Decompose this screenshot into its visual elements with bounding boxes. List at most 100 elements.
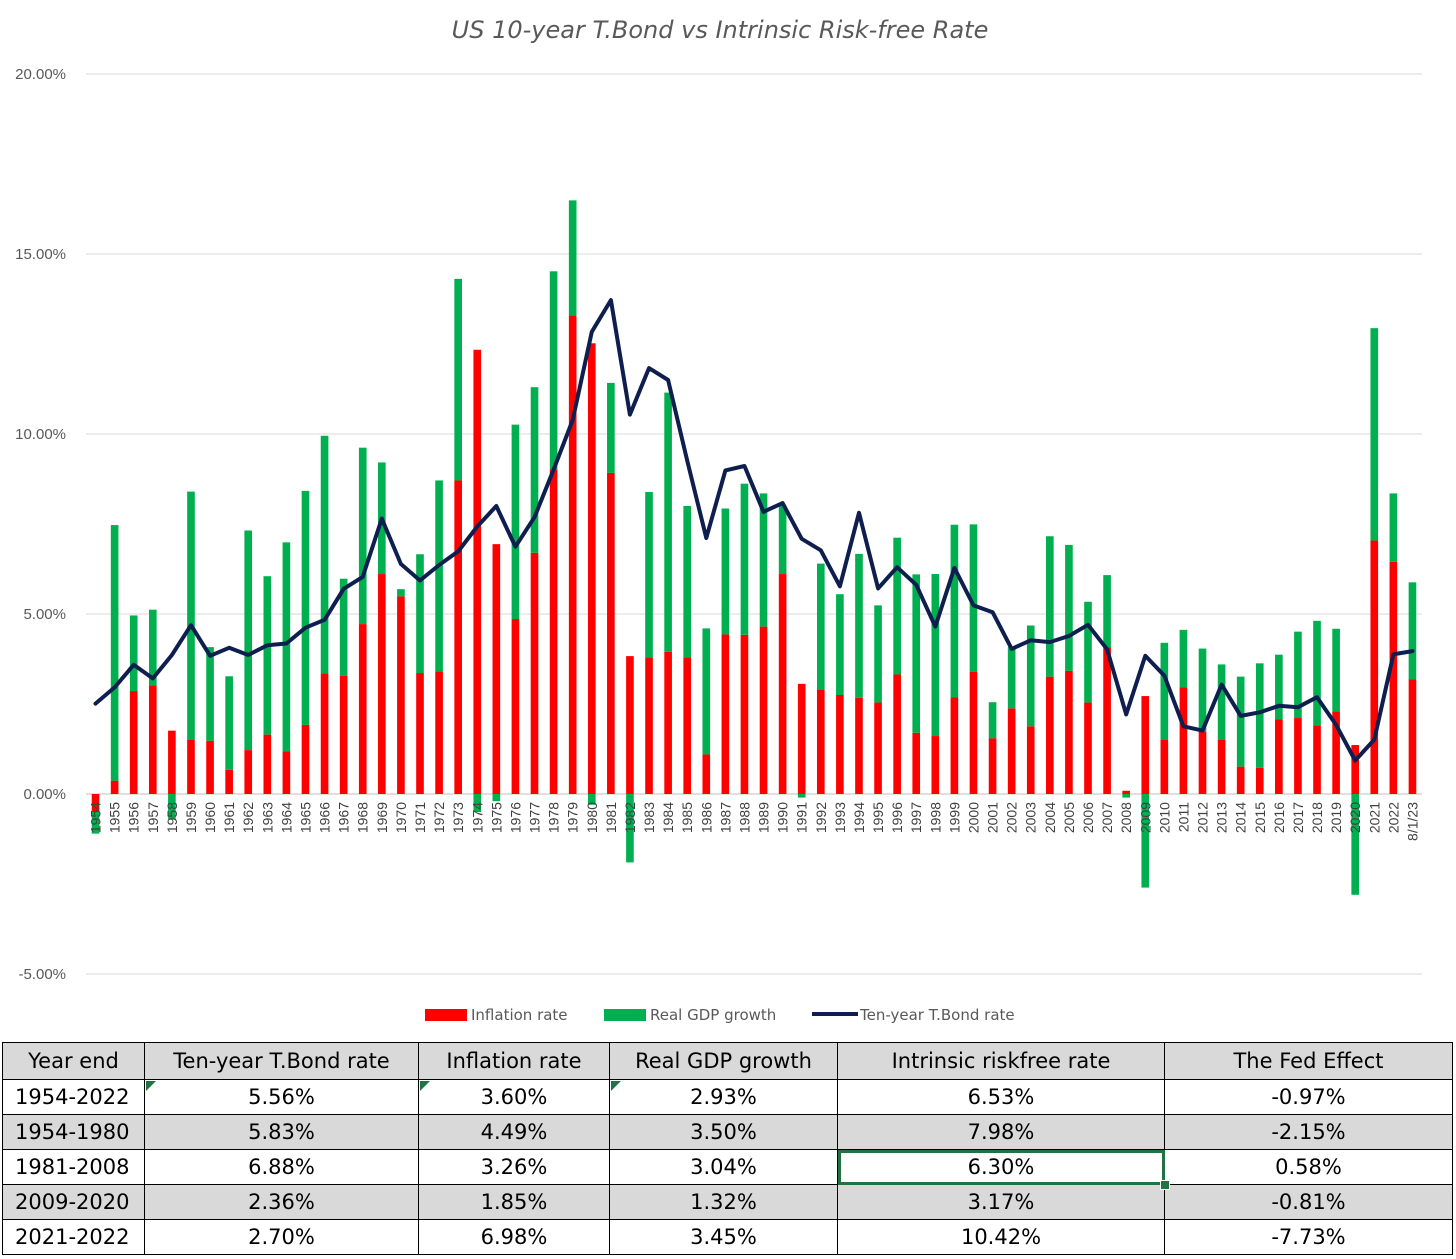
cell-period[interactable]: 1954-1980 [2, 1114, 145, 1150]
cell-gdp[interactable]: 2.93% [609, 1079, 838, 1115]
bar-inflation-62 [1275, 719, 1283, 794]
bar-inflation-23 [530, 552, 539, 794]
tbond-point-19 [456, 549, 460, 553]
tbond-point-12 [323, 618, 327, 622]
bar-inflation-19 [454, 480, 462, 794]
tbond-point-3 [151, 676, 155, 680]
cell-inflation[interactable]: 3.26% [418, 1149, 610, 1185]
x-tick-label: 1957 [145, 802, 161, 833]
bar-gdp-41 [874, 605, 882, 703]
cell-fed-effect[interactable]: -0.81% [1164, 1184, 1453, 1220]
bar-inflation-5 [187, 740, 195, 794]
tbond-point-40 [857, 511, 861, 515]
cell-gdp[interactable]: 3.50% [609, 1114, 838, 1150]
bar-inflation-6 [206, 740, 214, 794]
x-tick-label: 2018 [1309, 802, 1325, 833]
bar-inflation-20 [473, 349, 482, 794]
x-tick-label: 1989 [756, 802, 772, 833]
bar-inflation-22 [511, 619, 520, 794]
x-tick-label: 1977 [527, 802, 543, 833]
bar-gdp-57 [1179, 629, 1188, 688]
cell-gdp[interactable]: 3.45% [609, 1219, 838, 1255]
tbond-point-46 [971, 603, 975, 607]
x-tick-label: 1961 [221, 802, 237, 833]
x-tick-label: 1966 [317, 802, 333, 833]
stacked-bar-line-chart: US 10-year T.Bond vs Intrinsic Risk-free… [15, 16, 1422, 1024]
bar-gdp-58 [1198, 648, 1207, 732]
y-tick-label: 20.00% [15, 66, 66, 83]
x-tick-label: 2002 [1004, 802, 1020, 833]
tbond-point-51 [1067, 634, 1071, 638]
header-real-gdp-growth[interactable]: Real GDP growth [609, 1042, 838, 1080]
header-year-end[interactable]: Year end [2, 1042, 145, 1080]
bar-gdp-38 [816, 563, 825, 690]
bar-gdp-32 [702, 628, 711, 755]
tbond-point-60 [1239, 714, 1243, 718]
cell-gdp[interactable]: 3.04% [609, 1149, 838, 1185]
cell-fed-effect[interactable]: -0.97% [1164, 1079, 1453, 1115]
cell-inflation[interactable]: 3.60% [418, 1079, 610, 1115]
x-tick-label: 1997 [908, 802, 924, 833]
tbond-point-8 [246, 653, 250, 657]
header-tbond-rate[interactable]: Ten-year T.Bond rate [144, 1042, 419, 1080]
x-tick-label: 1970 [393, 802, 409, 833]
cell-intrinsic[interactable]: 10.42% [837, 1219, 1165, 1255]
cell-tbond[interactable]: 2.70% [144, 1219, 419, 1255]
header-inflation-rate[interactable]: Inflation rate [418, 1042, 610, 1080]
x-tick-label: 2015 [1252, 802, 1268, 833]
bar-inflation-54 [1122, 790, 1130, 794]
x-tick-label: 2010 [1156, 802, 1172, 833]
fill-handle[interactable] [1160, 1180, 1170, 1190]
cell-inflation[interactable]: 6.98% [418, 1219, 610, 1255]
cell-period[interactable]: 1981-2008 [2, 1149, 145, 1185]
tbond-point-28 [628, 413, 632, 417]
bar-inflation-67 [1370, 540, 1379, 794]
tbond-rate-line [93, 298, 1415, 763]
bar-gdp-39 [836, 594, 844, 695]
y-tick-label: -5.00% [18, 966, 66, 983]
x-tick-label: 1988 [736, 802, 752, 833]
bar-inflation-63 [1294, 718, 1302, 794]
tbond-point-27 [609, 298, 613, 302]
bar-inflation-57 [1179, 687, 1188, 794]
bar-gdp-60 [1236, 676, 1245, 767]
cell-period[interactable]: 2021-2022 [2, 1219, 145, 1255]
cell-tbond[interactable]: 6.88% [144, 1149, 419, 1185]
bar-inflation-60 [1236, 766, 1245, 794]
cell-fed-effect[interactable]: -7.73% [1164, 1219, 1453, 1255]
x-tick-label: 1960 [202, 802, 218, 833]
cell-intrinsic[interactable]: 7.98% [837, 1114, 1165, 1150]
x-tick-label: 1954 [88, 802, 104, 833]
cell-period[interactable]: 2009-2020 [2, 1184, 145, 1220]
bar-gdp-66 [1351, 794, 1360, 895]
cell-period[interactable]: 1954-2022 [2, 1079, 145, 1115]
cell-intrinsic[interactable]: 6.53% [837, 1079, 1165, 1115]
bar-inflation-9 [263, 734, 272, 794]
bar-gdp-19 [454, 278, 462, 481]
tbond-point-22 [513, 545, 517, 549]
bar-gdp-69 [1408, 582, 1417, 680]
bar-gdp-65 [1332, 628, 1340, 712]
cell-intrinsic[interactable]: 3.17% [837, 1184, 1165, 1220]
cell-tbond[interactable]: 5.83% [144, 1114, 419, 1150]
bar-gdp-20 [473, 794, 482, 812]
header-intrinsic-riskfree[interactable]: Intrinsic riskfree rate [837, 1042, 1165, 1080]
bar-gdp-48 [1007, 647, 1016, 709]
cell-fed-effect[interactable]: 0.58% [1164, 1149, 1453, 1185]
cell-tbond[interactable]: 2.36% [144, 1184, 419, 1220]
cell-inflation[interactable]: 4.49% [418, 1114, 610, 1150]
table-row: 2009-2020 2.36% 1.85% 1.32% 3.17% -0.81% [2, 1184, 1453, 1220]
cell-gdp[interactable]: 1.32% [609, 1184, 838, 1220]
cell-intrinsic-selected[interactable]: 6.30% [837, 1149, 1170, 1190]
bar-gdp-21 [492, 794, 501, 802]
bar-inflation-4 [168, 730, 176, 794]
cell-tbond[interactable]: 5.56% [144, 1079, 419, 1115]
table-row: 1954-2022 5.56% 3.60% 2.93% 6.53% -0.97% [2, 1079, 1453, 1115]
bar-inflation-50 [1046, 676, 1054, 794]
cell-fed-effect[interactable]: -2.15% [1164, 1114, 1453, 1150]
tbond-point-56 [1162, 674, 1166, 678]
header-fed-effect[interactable]: The Fed Effect [1164, 1042, 1453, 1080]
cell-inflation[interactable]: 1.85% [418, 1184, 610, 1220]
bar-inflation-14 [358, 624, 367, 794]
x-tick-label: 1990 [775, 802, 791, 833]
